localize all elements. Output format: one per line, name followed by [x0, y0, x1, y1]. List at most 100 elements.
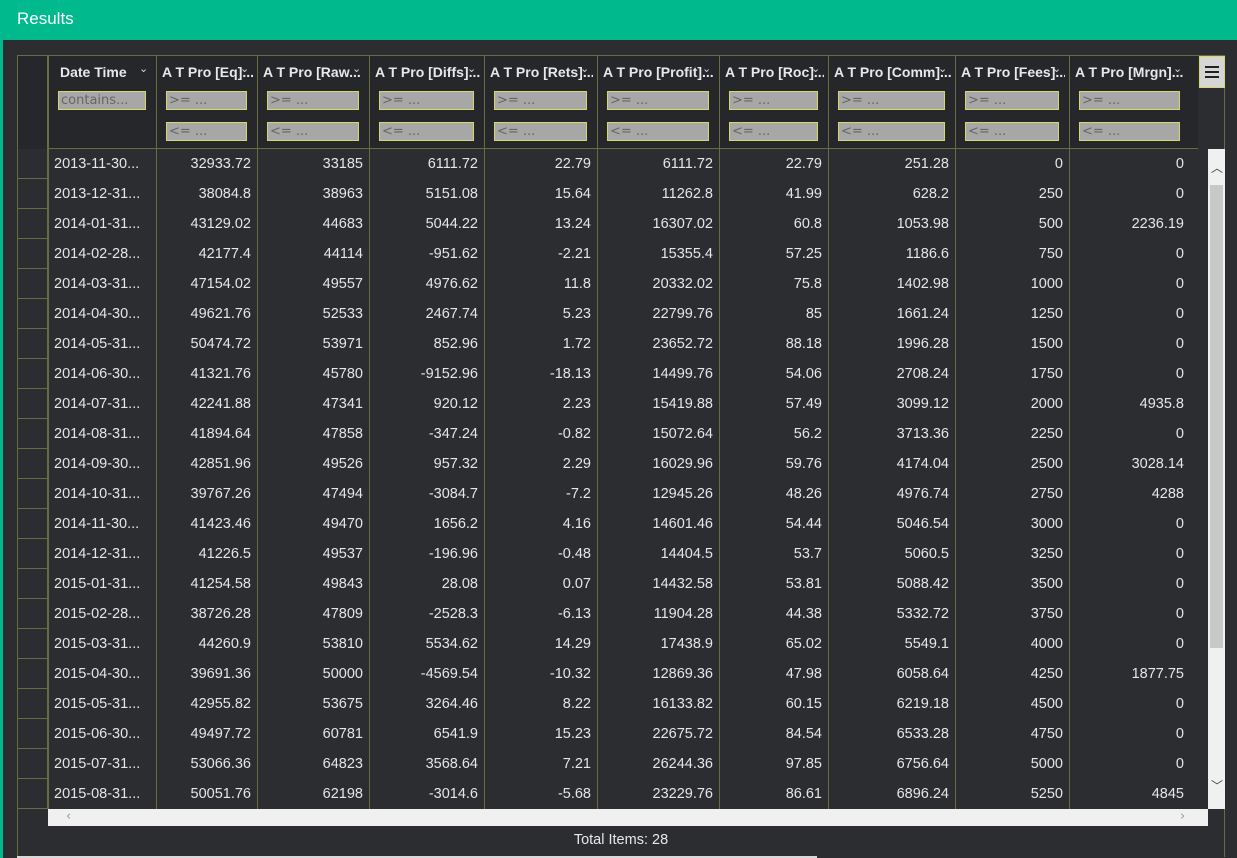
column-header-3[interactable]: A T Pro [Diffs]... ⌄ [369, 56, 484, 149]
row-selector[interactable] [18, 149, 48, 179]
row-selector[interactable] [18, 239, 48, 269]
column-header-2[interactable]: A T Pro [Raw... ⌄ [257, 56, 369, 149]
max-filter-input[interactable] [494, 122, 587, 141]
row-selector[interactable] [18, 749, 48, 779]
row-selector[interactable] [18, 599, 48, 629]
scroll-left-arrow-icon[interactable]: ‹ [66, 809, 72, 824]
chevron-down-icon[interactable]: ⌄ [580, 62, 590, 75]
vertical-scroll-thumb[interactable] [1210, 185, 1223, 648]
table-row[interactable]: 2015-07-31... 53066.36 64823 3568.64 7.21 262… [18, 749, 1208, 779]
chevron-down-icon[interactable]: ⌄ [1173, 62, 1183, 75]
chevron-down-icon[interactable]: ⌄ [702, 62, 712, 75]
row-selector[interactable] [18, 269, 48, 299]
column-menu-button[interactable] [1199, 56, 1225, 88]
row-selector-header[interactable] [18, 56, 48, 149]
table-row[interactable]: 2014-03-31... 47154.02 49557 4976.62 11.8 203… [18, 269, 1208, 299]
scroll-right-arrow-icon[interactable]: › [1180, 809, 1186, 824]
column-header-9[interactable]: A T Pro [Mrgn]... ⌄ [1069, 56, 1190, 149]
table-row[interactable]: 2015-02-28... 38726.28 47809 -2528.3 -6.13 11… [18, 599, 1208, 629]
column-header-label[interactable]: A T Pro [Raw... [263, 64, 361, 80]
max-filter-input[interactable] [965, 122, 1059, 141]
chevron-down-icon[interactable]: ⌄ [139, 62, 149, 75]
table-row[interactable]: 2014-07-31... 42241.88 47341 920.12 2.23 1541… [18, 389, 1208, 419]
min-filter-input[interactable] [379, 91, 474, 110]
column-header-label[interactable]: A T Pro [Diffs]... [375, 64, 480, 80]
row-selector[interactable] [18, 449, 48, 479]
column-header-8[interactable]: A T Pro [Fees]... ⌄ [955, 56, 1069, 149]
column-header-7[interactable]: A T Pro [Comm]... ⌄ [828, 56, 955, 149]
column-header-label[interactable]: A T Pro [Fees]... [961, 64, 1065, 80]
min-filter-input[interactable] [166, 91, 247, 110]
max-filter-input[interactable] [166, 122, 247, 141]
column-header-5[interactable]: A T Pro [Profit]... ⌄ [597, 56, 719, 149]
min-filter-input[interactable] [729, 91, 818, 110]
column-header-label[interactable]: A T Pro [Roc]... [725, 64, 824, 80]
row-selector[interactable] [18, 419, 48, 449]
column-header-4[interactable]: A T Pro [Rets]... ⌄ [484, 56, 597, 149]
row-selector[interactable] [18, 689, 48, 719]
row-selector[interactable] [18, 509, 48, 539]
row-selector[interactable] [18, 659, 48, 689]
max-filter-input[interactable] [379, 122, 474, 141]
table-row[interactable]: 2015-01-31... 41254.58 49843 28.08 0.07 14432… [18, 569, 1208, 599]
chevron-down-icon[interactable]: ⌄ [352, 62, 362, 75]
table-row[interactable]: 2014-02-28... 42177.4 44114 -951.62 -2.21 153… [18, 239, 1208, 269]
row-selector[interactable] [18, 479, 48, 509]
min-filter-input[interactable] [494, 91, 587, 110]
column-header-1[interactable]: A T Pro [Eq]... ⌄ [156, 56, 257, 149]
max-filter-input[interactable] [729, 122, 818, 141]
table-row[interactable]: 2014-05-31... 50474.72 53971 852.96 1.72 2365… [18, 329, 1208, 359]
min-filter-input[interactable] [838, 91, 945, 110]
max-filter-input[interactable] [267, 122, 359, 141]
column-header-label[interactable]: A T Pro [Mrgn]... [1075, 64, 1184, 80]
row-selector[interactable] [18, 299, 48, 329]
date-contains-filter[interactable] [58, 91, 146, 110]
row-selector[interactable] [18, 389, 48, 419]
table-row[interactable]: 2015-06-30... 49497.72 60781 6541.9 15.23 226… [18, 719, 1208, 749]
table-row[interactable]: 2013-12-31... 38084.8 38963 5151.08 15.64 112… [18, 179, 1208, 209]
column-header-6[interactable]: A T Pro [Roc]... ⌄ [719, 56, 828, 149]
table-row[interactable]: 2014-08-31... 41894.64 47858 -347.24 -0.82 15… [18, 419, 1208, 449]
table-row[interactable]: 2013-11-30... 32933.72 33185 6111.72 22.79 61… [18, 149, 1208, 179]
vertical-scrollbar[interactable]: ︿ ﹀ [1208, 149, 1225, 809]
chevron-down-icon[interactable]: ⌄ [811, 62, 821, 75]
table-row[interactable]: 2015-05-31... 42955.82 53675 3264.46 8.22 161… [18, 689, 1208, 719]
row-selector[interactable] [18, 569, 48, 599]
row-selector[interactable] [18, 779, 48, 809]
row-selector[interactable] [18, 539, 48, 569]
table-row[interactable]: 2015-03-31... 44260.9 53810 5534.62 14.29 174… [18, 629, 1208, 659]
table-row[interactable]: 2014-12-31... 41226.5 49537 -196.96 -0.48 144… [18, 539, 1208, 569]
min-filter-input[interactable] [607, 91, 709, 110]
max-filter-input[interactable] [1079, 122, 1180, 141]
row-selector[interactable] [18, 209, 48, 239]
horizontal-scrollbar[interactable]: ‹ › [48, 809, 1208, 826]
chevron-down-icon[interactable]: ⌄ [1052, 62, 1062, 75]
row-selector[interactable] [18, 179, 48, 209]
table-row[interactable]: 2015-04-30... 39691.36 50000 -4569.54 -10.32… [18, 659, 1208, 689]
column-header-label[interactable]: A T Pro [Comm]... [834, 64, 951, 80]
chevron-down-icon[interactable]: ⌄ [938, 62, 948, 75]
max-filter-input[interactable] [838, 122, 945, 141]
column-header-label[interactable]: A T Pro [Rets]... [490, 64, 593, 80]
column-header-label[interactable]: Date Time [60, 64, 127, 80]
column-header-label[interactable]: A T Pro [Profit]... [603, 64, 714, 80]
scroll-up-arrow-icon[interactable]: ︿ [1211, 161, 1224, 175]
column-header-0[interactable]: Date Time ⌄ [48, 56, 156, 149]
column-header-label[interactable]: A T Pro [Eq]... [162, 64, 253, 80]
min-filter-input[interactable] [267, 91, 359, 110]
chevron-down-icon[interactable]: ⌄ [467, 62, 477, 75]
min-filter-input[interactable] [1079, 91, 1180, 110]
max-filter-input[interactable] [607, 122, 709, 141]
table-row[interactable]: 2015-08-31... 50051.76 62198 -3014.6 -5.68 23… [18, 779, 1208, 809]
scroll-down-arrow-icon[interactable]: ﹀ [1211, 779, 1224, 793]
row-selector[interactable] [18, 629, 48, 659]
row-selector[interactable] [18, 719, 48, 749]
min-filter-input[interactable] [965, 91, 1059, 110]
row-selector[interactable] [18, 329, 48, 359]
table-row[interactable]: 2014-09-30... 42851.96 49526 957.32 2.29 1602… [18, 449, 1208, 479]
table-row[interactable]: 2014-01-31... 43129.02 44683 5044.22 13.24 16… [18, 209, 1208, 239]
table-row[interactable]: 2014-11-30... 41423.46 49470 1656.2 4.16 1460… [18, 509, 1208, 539]
chevron-down-icon[interactable]: ⌄ [240, 62, 250, 75]
table-row[interactable]: 2014-06-30... 41321.76 45780 -9152.96 -18.13… [18, 359, 1208, 389]
table-row[interactable]: 2014-04-30... 49621.76 52533 2467.74 5.23 227… [18, 299, 1208, 329]
